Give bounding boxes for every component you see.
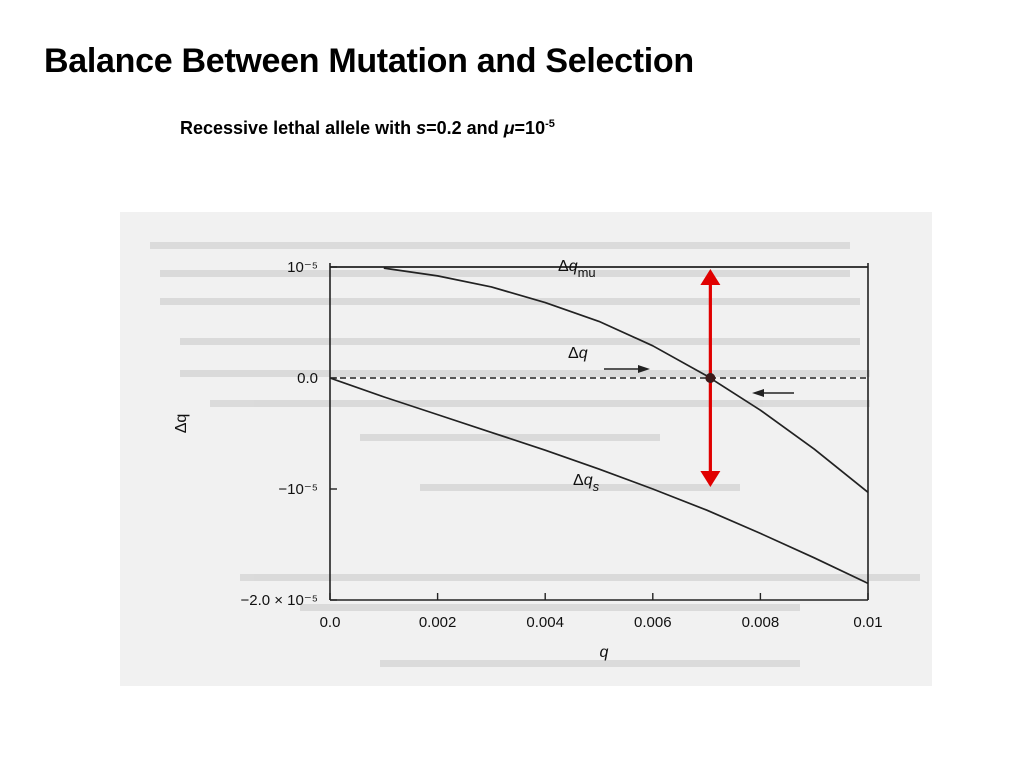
subtitle-mid1: =0.2 and <box>426 118 504 138</box>
chart-axes <box>329 263 869 601</box>
series-line-dq-s <box>329 377 869 585</box>
series-label-dq-total: Δq <box>568 345 588 362</box>
series-line-dq-total <box>383 267 869 493</box>
subtitle-prefix: Recessive lethal allele with <box>180 118 417 138</box>
left-approach-arrowhead <box>638 365 650 373</box>
equilibrium-point <box>705 373 716 383</box>
y-tick-label: −10⁻⁵ <box>278 481 318 498</box>
subtitle-exponent: -5 <box>545 118 555 130</box>
page-bleed-texture <box>150 242 920 667</box>
x-tick-label: 0.01 <box>853 614 882 631</box>
red-arrowhead-up <box>700 269 721 285</box>
x-tick-label: 0.004 <box>526 614 564 631</box>
x-tick-label: 0.006 <box>634 614 672 631</box>
subtitle-s-symbol: s <box>416 118 427 138</box>
slide-title: Balance Between Mutation and Selection <box>44 42 694 80</box>
series-label-dq-s: Δqs <box>573 472 600 494</box>
right-approach-arrowhead <box>752 389 764 397</box>
scanned-figure: 0.0 0.002 0.004 0.006 0.008 0.01 10⁻⁵ 0.0 −10⁻⁵ −… <box>120 212 932 686</box>
chart-series <box>329 266 869 585</box>
series-label-dq-mu: Δqmu <box>558 258 596 280</box>
subtitle-mu-symbol: μ <box>503 118 515 138</box>
y-tick-label: −2.0 × 10⁻⁵ <box>240 592 318 609</box>
x-tick-label: 0.002 <box>419 614 457 631</box>
y-tick-label: 10⁻⁵ <box>287 259 318 276</box>
mutation-selection-chart: 0.0 0.002 0.004 0.006 0.008 0.01 10⁻⁵ 0.0 −10⁻⁵ −… <box>150 242 920 667</box>
x-tick-label: 0.0 <box>320 614 341 631</box>
y-axis-label: Δq <box>173 414 190 434</box>
chart-annotations: Δqmu Δq Δqs <box>558 258 794 494</box>
subtitle-mid2: =10 <box>514 118 546 138</box>
red-arrowhead-down <box>700 471 721 487</box>
y-tick-label: 0.0 <box>297 370 318 387</box>
x-axis-label: q <box>600 644 609 661</box>
slide-subtitle: Recessive lethal allele with s=0.2 and μ… <box>180 118 555 139</box>
x-tick-label: 0.008 <box>742 614 780 631</box>
